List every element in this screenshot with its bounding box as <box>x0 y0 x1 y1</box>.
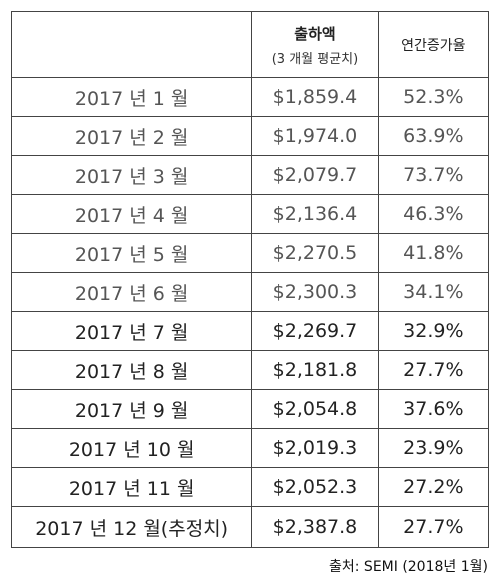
growth-cell: 52.3% <box>377 77 490 117</box>
growth-cell: 32.9% <box>377 311 490 351</box>
table-row: 2017 년 10 월 $2,019.3 23.9% <box>10 428 490 468</box>
table-row: 2017 년 3 월 $2,079.7 73.7% <box>10 155 490 195</box>
month-cell: 2017 년 9 월 <box>10 389 253 429</box>
growth-cell: 63.9% <box>377 116 490 156</box>
growth-cell: 23.9% <box>377 428 490 468</box>
value-cell: $2,269.7 <box>251 311 379 351</box>
table-row: 2017 년 7 월 $2,269.7 32.9% <box>10 311 490 351</box>
month-cell: 2017 년 12 월(추정치) <box>10 506 253 548</box>
month-cell: 2017 년 4 월 <box>10 194 253 234</box>
month-cell: 2017 년 2 월 <box>10 116 253 156</box>
table-row: 2017 년 1 월 $1,859.4 52.3% <box>10 77 490 117</box>
header-month <box>10 11 253 78</box>
table-row: 2017 년 12 월(추정치) $2,387.8 27.7% <box>10 506 490 548</box>
table-header-row: 출하액 (3 개월 평균치) 연간증가율 <box>10 11 490 78</box>
growth-cell: 46.3% <box>377 194 490 234</box>
value-cell: $2,270.5 <box>251 233 379 273</box>
growth-cell: 27.2% <box>377 467 490 507</box>
month-cell: 2017 년 6 월 <box>10 272 253 312</box>
month-cell: 2017 년 11 월 <box>10 467 253 507</box>
value-cell: $2,052.3 <box>251 467 379 507</box>
value-cell: $2,300.3 <box>251 272 379 312</box>
table-row: 2017 년 5 월 $2,270.5 41.8% <box>10 233 490 273</box>
month-cell: 2017 년 8 월 <box>10 350 253 390</box>
header-shipment: 출하액 (3 개월 평균치) <box>251 11 379 78</box>
growth-cell: 41.8% <box>377 233 490 273</box>
value-cell: $1,859.4 <box>251 77 379 117</box>
value-cell: $2,079.7 <box>251 155 379 195</box>
table-row: 2017 년 9 월 $2,054.8 37.6% <box>10 389 490 429</box>
growth-cell: 37.6% <box>377 389 490 429</box>
growth-cell: 73.7% <box>377 155 490 195</box>
value-cell: $2,019.3 <box>251 428 379 468</box>
header-shipment-sub: (3 개월 평균치) <box>271 51 359 67</box>
value-cell: $1,974.0 <box>251 116 379 156</box>
table-row: 2017 년 2 월 $1,974.0 63.9% <box>10 116 490 156</box>
growth-cell: 34.1% <box>377 272 490 312</box>
source-note: 출처: SEMI (2018년 1월) <box>329 559 488 575</box>
month-cell: 2017 년 3 월 <box>10 155 253 195</box>
table-row: 2017 년 6 월 $2,300.3 34.1% <box>10 272 490 312</box>
value-cell: $2,054.8 <box>251 389 379 429</box>
header-growth: 연간증가율 <box>377 11 490 78</box>
month-cell: 2017 년 10 월 <box>10 428 253 468</box>
month-cell: 2017 년 7 월 <box>10 311 253 351</box>
shipment-table: 출하액 (3 개월 평균치) 연간증가율 2017 년 1 월 $1,859.4… <box>10 11 490 548</box>
value-cell: $2,387.8 <box>251 506 379 548</box>
value-cell: $2,136.4 <box>251 194 379 234</box>
table-row: 2017 년 4 월 $2,136.4 46.3% <box>10 194 490 234</box>
table-row: 2017 년 8 월 $2,181.8 27.7% <box>10 350 490 390</box>
month-cell: 2017 년 1 월 <box>10 77 253 117</box>
table-row: 2017 년 11 월 $2,052.3 27.2% <box>10 467 490 507</box>
month-cell: 2017 년 5 월 <box>10 233 253 273</box>
growth-cell: 27.7% <box>377 506 490 548</box>
value-cell: $2,181.8 <box>251 350 379 390</box>
growth-cell: 27.7% <box>377 350 490 390</box>
header-shipment-title: 출하액 <box>294 24 336 43</box>
